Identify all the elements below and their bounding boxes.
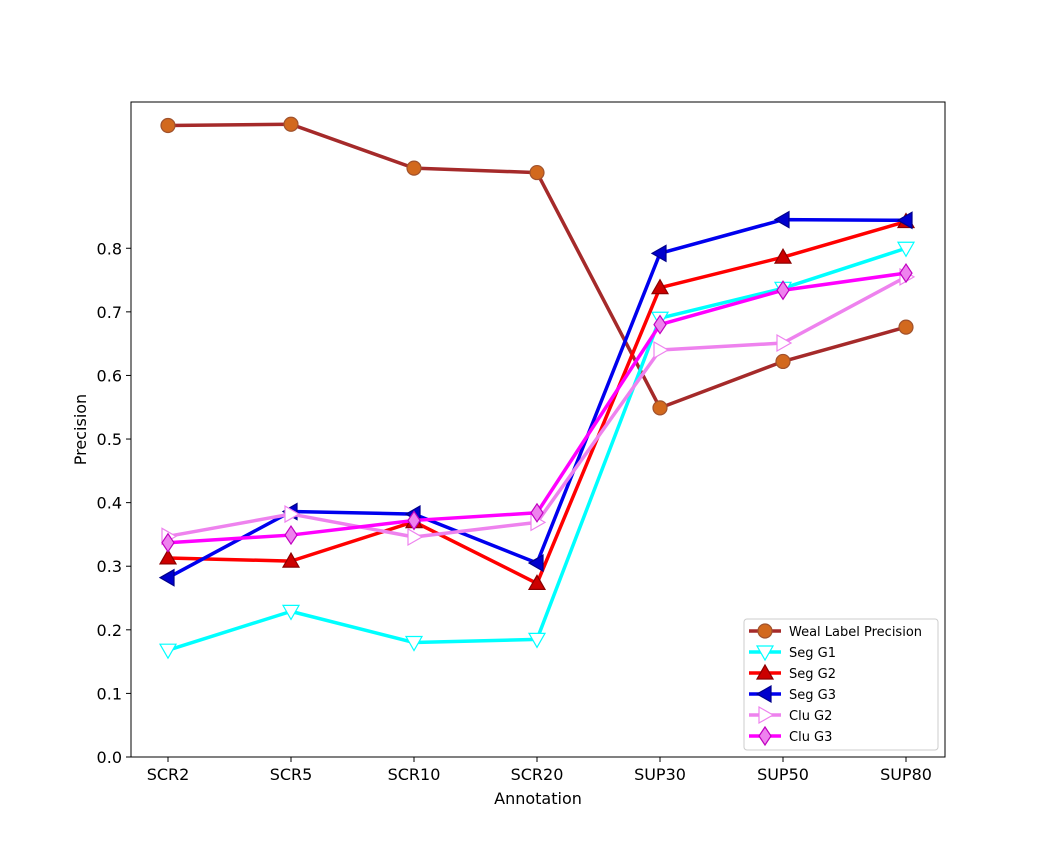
series-clu-g3 [161, 262, 913, 553]
data-point [530, 502, 544, 523]
x-tick-label: SCR2 [147, 765, 190, 784]
data-point [527, 554, 544, 573]
x-axis-label: Annotation [494, 789, 582, 808]
legend-marker [758, 725, 772, 747]
data-point [529, 164, 545, 181]
legend-label: Clu G3 [789, 730, 832, 745]
y-tick-label: 0.5 [97, 430, 122, 449]
legend-label: Clu G2 [789, 709, 832, 724]
legend-item: Seg G3 [749, 684, 836, 704]
data-point [527, 574, 547, 590]
legend-marker [758, 705, 775, 725]
data-point [158, 568, 175, 587]
data-point [899, 262, 913, 284]
data-point [652, 400, 668, 416]
x-tick-label: SCR10 [388, 765, 441, 784]
legend-label: Weal Label Precision [789, 625, 922, 640]
legend-item: Clu G2 [749, 705, 832, 725]
legend-marker [755, 663, 775, 680]
legend-item: Weal Label Precision [749, 623, 922, 640]
data-point [776, 280, 790, 301]
data-point [406, 160, 422, 176]
data-point [281, 551, 301, 568]
data-point [284, 505, 301, 524]
data-point [650, 278, 670, 295]
data-point [898, 319, 914, 335]
x-tick-label: SCR5 [270, 765, 313, 784]
data-point [407, 527, 424, 547]
data-point [281, 604, 301, 621]
y-tick-label: 0.1 [97, 684, 122, 703]
data-point [773, 210, 790, 229]
y-tick-label: 0.4 [97, 494, 122, 513]
y-tick-label: 0.8 [97, 239, 122, 258]
data-point [407, 510, 421, 531]
legend-item: Seg G1 [749, 645, 836, 662]
legend-label: Seg G3 [789, 688, 836, 703]
data-point [776, 333, 793, 353]
data-point [896, 241, 916, 258]
data-point [650, 244, 667, 263]
x-tick-label: SUP80 [880, 765, 932, 784]
data-point [160, 117, 176, 134]
data-point [773, 247, 793, 264]
y-tick-label: 0.2 [97, 621, 122, 640]
y-axis-label: Precision [71, 394, 90, 465]
data-point [284, 524, 298, 546]
x-tick-label: SUP50 [757, 765, 809, 784]
legend-box [743, 618, 939, 751]
data-point [653, 314, 667, 335]
data-point [158, 643, 178, 660]
y-tick-label: 0.6 [97, 366, 122, 385]
data-point [527, 632, 547, 649]
y-tick-label: 0.7 [97, 303, 122, 322]
legend-label: Seg G1 [789, 646, 836, 661]
legend: Weal Label Precision Seg G1 Seg G2 Seg G3 Cl… [743, 618, 939, 751]
axes-frame [130, 101, 946, 758]
legend-item: Seg G2 [749, 663, 836, 682]
legend-item: Clu G3 [749, 725, 832, 747]
axes-layer: 0.0 0.1 0.2 0.3 0.4 0.5 0.6 0.7 0.8 SCR2 SCR5 SCR10… [97, 101, 946, 784]
legend-label: Seg G2 [789, 667, 836, 682]
legend-marker [755, 645, 775, 662]
data-point [404, 635, 424, 652]
series-layer [158, 116, 916, 660]
legend-marker [757, 623, 773, 639]
data-point [161, 532, 175, 553]
data-point [158, 548, 178, 565]
data-point [896, 211, 913, 230]
data-point [775, 353, 791, 370]
x-tick-label: SCR20 [511, 765, 564, 784]
y-tick-label: 0.3 [97, 557, 122, 576]
legend-marker [755, 684, 772, 704]
data-point [283, 116, 299, 132]
series-weal-label-precision [160, 116, 914, 416]
data-point [653, 340, 670, 360]
y-tick-label: 0.0 [97, 748, 122, 767]
x-tick-label: SUP30 [634, 765, 686, 784]
